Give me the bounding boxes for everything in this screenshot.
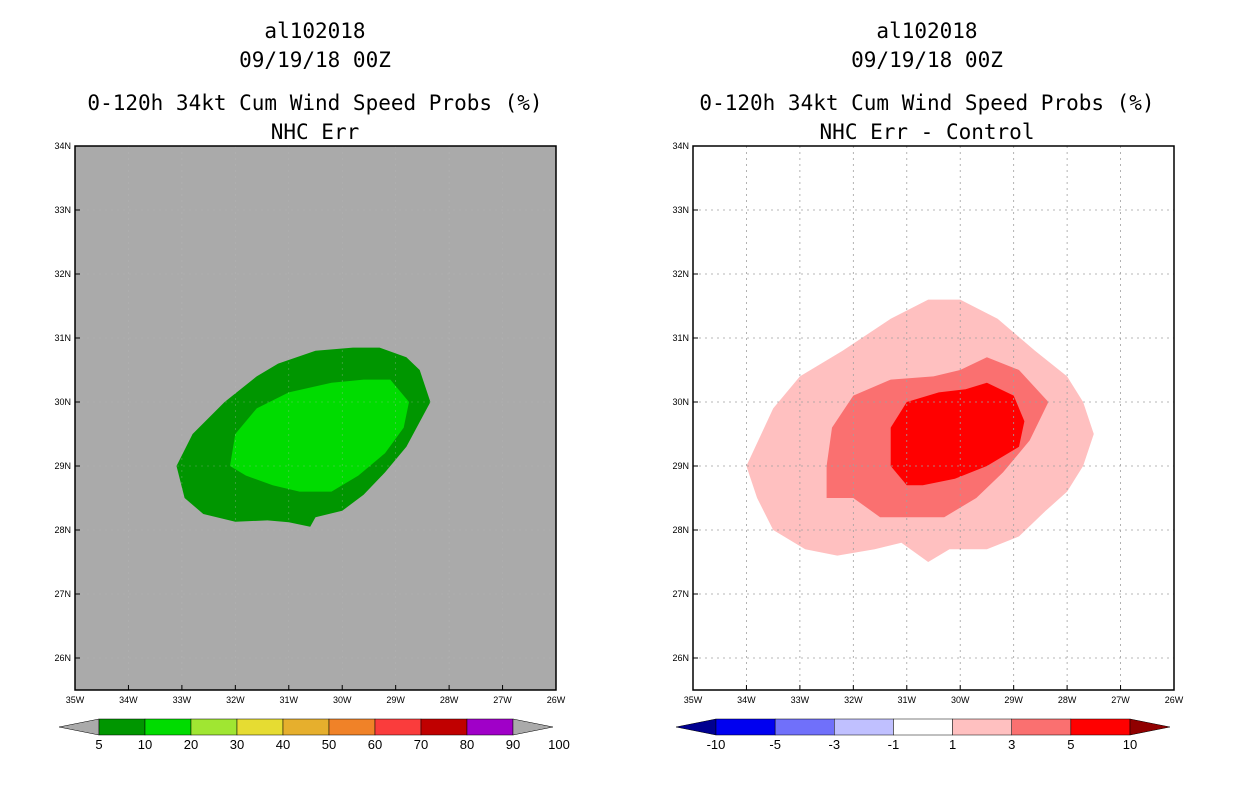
colorbar-label: 3 (1008, 737, 1015, 752)
product-title: 0-120h 34kt Cum Wind Speed Probs (%) (699, 91, 1154, 115)
x-tick-label: 33W (791, 695, 810, 705)
contour-5 (890, 382, 1025, 486)
colorbar-label: -1 (888, 737, 900, 752)
y-tick-label: 27N (672, 589, 689, 599)
colorbar-swatch (236, 718, 284, 736)
colorbar-label: 30 (230, 737, 244, 752)
x-tick-label: 30W (333, 695, 352, 705)
contour-10 (230, 379, 409, 492)
colorbar-over-triangle (512, 718, 554, 736)
colorbar-under-triangle (58, 718, 100, 736)
colorbar-label: -10 (707, 737, 726, 752)
y-tick-label: 34N (54, 141, 71, 151)
x-tick-label: 26W (547, 695, 566, 705)
colorbar-swatch (952, 718, 1012, 736)
x-tick-label: 27W (493, 695, 512, 705)
colorbar-swatch (834, 718, 894, 736)
x-tick-label: 33W (173, 695, 192, 705)
y-tick-label: 30N (54, 397, 71, 407)
y-tick-label: 28N (54, 525, 71, 535)
colorbar: 5 10 20 30 40 50 60 70 80 90 100 (58, 718, 570, 752)
colorbar-under-triangle (675, 718, 717, 736)
colorbar-swatch (1011, 718, 1072, 736)
y-tick-label: 30N (672, 397, 689, 407)
colorbar-swatch (190, 718, 238, 736)
colorbar-over-triangle (1129, 718, 1171, 736)
colorbar-swatch (374, 718, 422, 736)
x-tick-label: 30W (951, 695, 970, 705)
panel-right: al102018 09/19/18 00Z 0-120h 34kt Cum Wi… (672, 19, 1183, 752)
y-tick-label: 31N (54, 333, 71, 343)
panel-left: al102018 09/19/18 00Z 0-120h 34kt Cum Wi… (54, 19, 569, 752)
colorbar-swatch (715, 718, 776, 736)
storm-id-title: al102018 (876, 19, 977, 43)
y-tick-label: 34N (672, 141, 689, 151)
colorbar-label: 1 (949, 737, 956, 752)
storm-id-title: al102018 (264, 19, 365, 43)
x-tick-label: 28W (1058, 695, 1077, 705)
y-tick-label: 32N (672, 269, 689, 279)
x-tick-label: 26W (1165, 695, 1184, 705)
map-plot: 35W 34W 33W 32W 31W 30W 29W 28W 27W 26W 34N 33N 32N 3… (672, 141, 1183, 705)
y-tick-label: 26N (54, 653, 71, 663)
colorbar-swatch (328, 718, 376, 736)
subtitle: NHC Err - Control (820, 120, 1035, 144)
colorbar-swatch (420, 718, 468, 736)
x-tick-label: 32W (226, 695, 245, 705)
x-tick-label: 29W (1004, 695, 1023, 705)
colorbar-swatch (144, 718, 192, 736)
colorbar: -10 -5 -3 -1 1 3 5 10 (675, 718, 1171, 752)
plot-frame (692, 145, 1175, 691)
x-tick-label: 28W (440, 695, 459, 705)
colorbar-label: 40 (276, 737, 290, 752)
colorbar-label: 70 (414, 737, 428, 752)
colorbar-label: 5 (1067, 737, 1074, 752)
colorbar-swatch (466, 718, 514, 736)
colorbar-label: 20 (184, 737, 198, 752)
colorbar-label: 60 (368, 737, 382, 752)
x-tick-label: 34W (737, 695, 756, 705)
colorbar-swatch (282, 718, 330, 736)
colorbar-label: -3 (829, 737, 841, 752)
x-tick-label: 32W (844, 695, 863, 705)
x-tick-label: 35W (684, 695, 703, 705)
y-tick-label: 33N (54, 205, 71, 215)
colorbar-swatch (1070, 718, 1131, 736)
x-tick-label: 27W (1111, 695, 1130, 705)
x-tick-label: 31W (898, 695, 917, 705)
plot-frame (74, 145, 557, 691)
colorbar-label: 90 (506, 737, 520, 752)
date-title: 09/19/18 00Z (851, 48, 1003, 72)
colorbar-label: 80 (460, 737, 474, 752)
colorbar-label: 10 (138, 737, 152, 752)
y-tick-label: 29N (672, 461, 689, 471)
x-tick-label: 29W (386, 695, 405, 705)
colorbar-swatch (893, 718, 953, 736)
date-title: 09/19/18 00Z (239, 48, 391, 72)
x-tick-label: 35W (66, 695, 85, 705)
colorbar-label: 5 (95, 737, 102, 752)
map-plot: 35W 34W 33W 32W 31W 30W 29W 28W 27W 26W 34N 33N 32N 3… (54, 141, 565, 705)
y-tick-label: 27N (54, 589, 71, 599)
y-tick-label: 31N (672, 333, 689, 343)
x-tick-label: 34W (119, 695, 138, 705)
x-tick-label: 31W (280, 695, 299, 705)
colorbar-label: -5 (769, 737, 781, 752)
colorbar-swatch (98, 718, 146, 736)
y-tick-label: 33N (672, 205, 689, 215)
colorbar-label: 100 (548, 737, 570, 752)
y-tick-label: 29N (54, 461, 71, 471)
product-title: 0-120h 34kt Cum Wind Speed Probs (%) (87, 91, 542, 115)
subtitle: NHC Err (271, 120, 360, 144)
colorbar-swatch (774, 718, 835, 736)
y-tick-label: 26N (672, 653, 689, 663)
colorbar-label: 10 (1123, 737, 1137, 752)
y-tick-label: 28N (672, 525, 689, 535)
y-tick-label: 32N (54, 269, 71, 279)
colorbar-label: 50 (322, 737, 336, 752)
